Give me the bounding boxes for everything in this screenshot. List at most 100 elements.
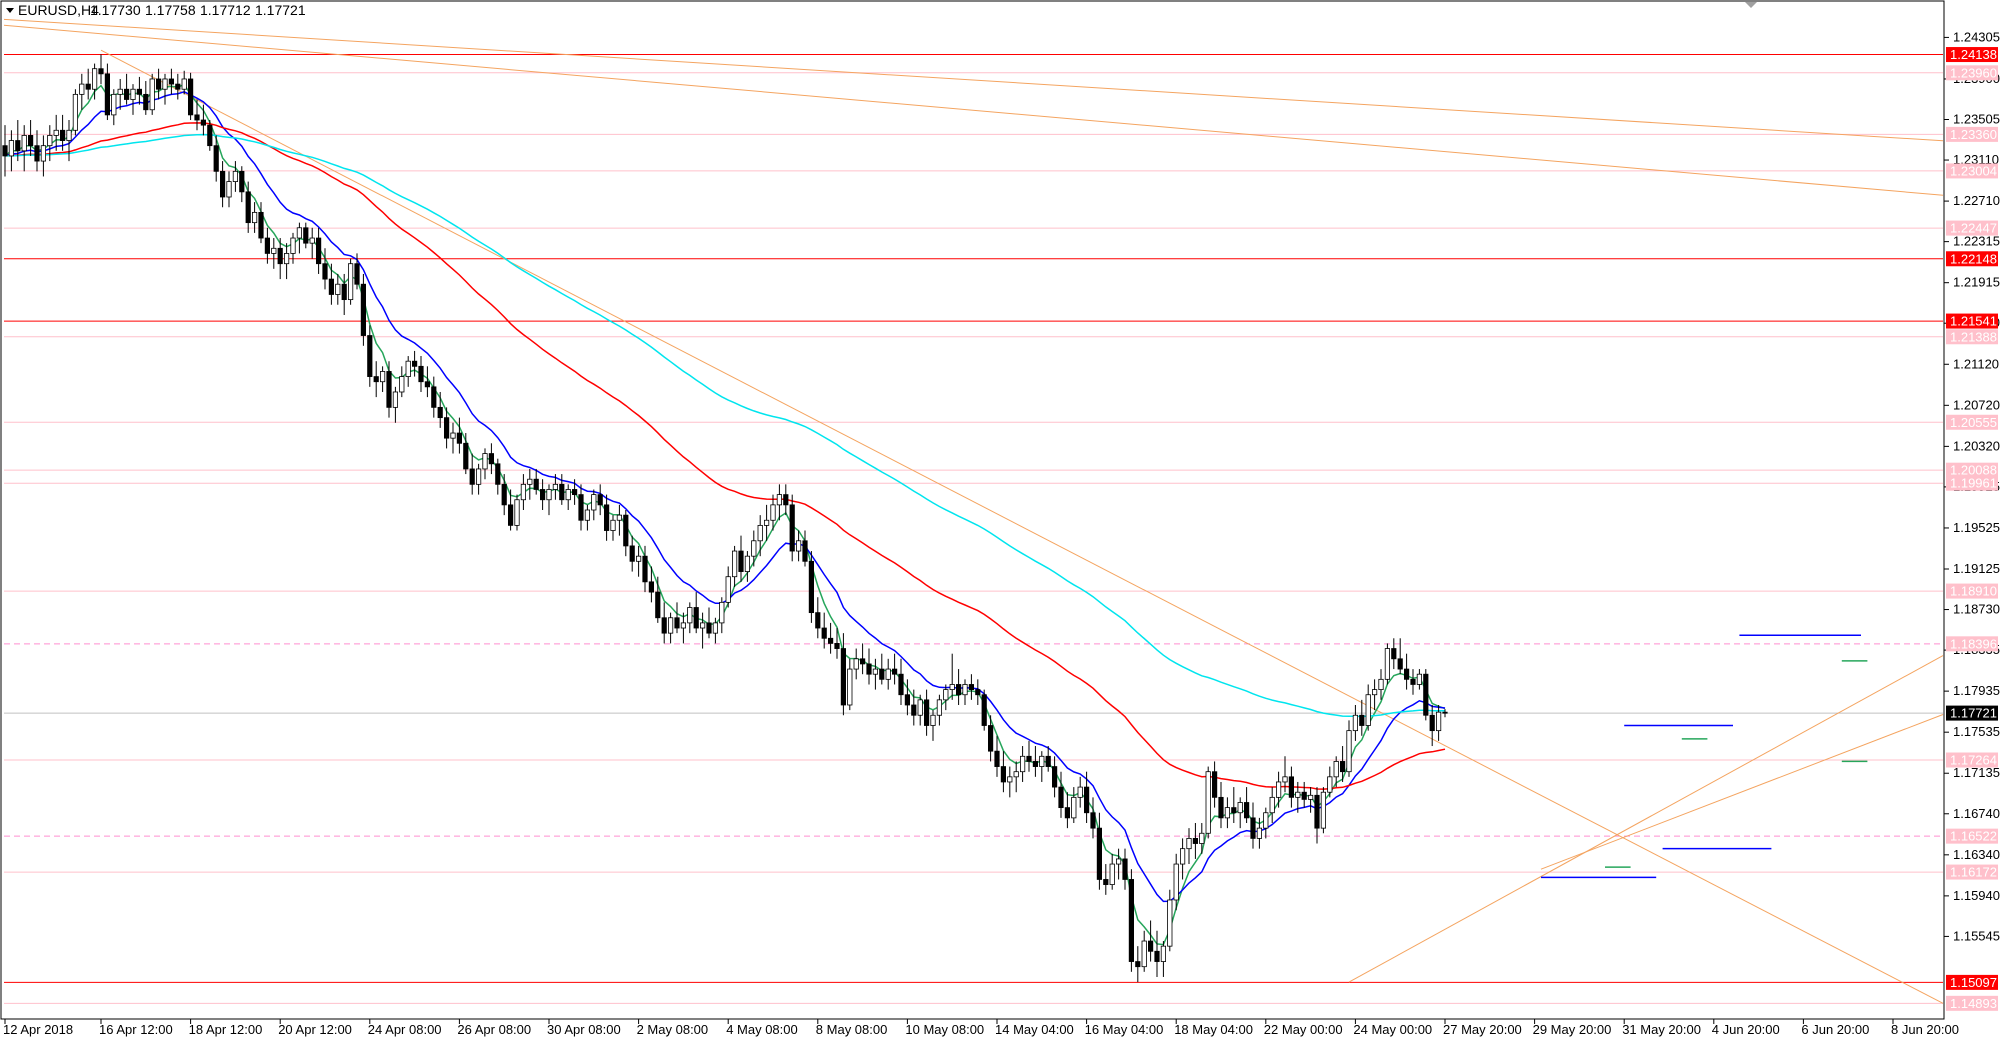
candle-body	[847, 668, 853, 706]
candle-body	[1314, 794, 1320, 829]
candle-body	[1173, 863, 1179, 901]
candle-body	[968, 684, 975, 690]
price-tags: 1.24138 1.23960 1.23360 1.23004 1.22447 1.221…	[1946, 47, 1998, 1011]
candle-body	[98, 68, 104, 75]
candle-body	[1250, 817, 1256, 839]
candle-body	[155, 78, 162, 90]
candle-body	[661, 617, 667, 634]
candle-body	[2, 145, 8, 157]
level-price-tag: 1.23960	[1950, 65, 1997, 80]
candle-body	[988, 725, 994, 752]
candle-body	[1218, 796, 1224, 819]
candle-body	[872, 668, 879, 675]
candle-body	[610, 519, 616, 531]
candle-body	[1224, 807, 1230, 819]
candle-body	[917, 699, 923, 716]
time-tick-label: 12 Apr 2018	[3, 1022, 73, 1037]
shift-marker-icon[interactable]	[1745, 2, 1757, 8]
candle-body	[482, 453, 488, 470]
candle-body	[725, 576, 731, 603]
time-tick-label: 8 Jun 20:00	[1891, 1022, 1959, 1037]
candle-body	[636, 555, 642, 562]
level-price-tag-bg	[1946, 313, 1998, 329]
candle-body	[559, 483, 565, 501]
candle-body	[149, 78, 155, 111]
time-tick-label: 20 Apr 12:00	[278, 1022, 352, 1037]
candle-body	[1397, 658, 1403, 670]
candle-body	[1096, 827, 1102, 880]
time-tick-label: 16 May 04:00	[1085, 1022, 1164, 1037]
level-price-tag-bg	[1946, 251, 1998, 267]
candle-body	[540, 489, 546, 501]
candle-body	[655, 591, 661, 619]
candle-body	[34, 145, 40, 162]
level-price-tag: 1.18910	[1950, 584, 1997, 599]
price-tick-label: 1.22315	[1953, 234, 2000, 249]
candle-body	[1045, 755, 1051, 767]
candle-body	[386, 371, 392, 408]
level-price-tag: 1.16522	[1950, 829, 1997, 844]
candle-body	[719, 601, 725, 624]
candle-body	[1007, 776, 1013, 783]
candle-body	[687, 607, 693, 624]
candle-body	[648, 581, 655, 593]
candle-body	[296, 227, 303, 239]
candle-body	[808, 560, 815, 614]
candle-body	[520, 483, 527, 501]
candle-body	[712, 622, 719, 634]
candle-body	[79, 83, 85, 95]
level-price-tag: 1.24138	[1950, 47, 1997, 62]
dropdown-triangle-icon[interactable]	[6, 8, 14, 13]
candle-body	[1327, 776, 1333, 793]
time-tick-label: 24 May 00:00	[1353, 1022, 1432, 1037]
candle-body	[475, 468, 482, 485]
candle-body	[552, 483, 559, 490]
level-price-tag: 1.20555	[1950, 415, 1997, 430]
price-tick-label: 1.20720	[1953, 397, 2000, 412]
candle-body	[898, 673, 904, 696]
candle-body	[892, 668, 898, 675]
candle-body	[124, 88, 130, 100]
time-tick-label: 29 May 20:00	[1533, 1022, 1612, 1037]
candle-body	[507, 504, 514, 526]
level-price-tag-bg	[1946, 995, 1998, 1011]
candle-body	[533, 478, 539, 490]
time-tick-label: 18 May 04:00	[1174, 1022, 1253, 1037]
candle-body	[956, 684, 962, 696]
candle-body	[367, 335, 373, 377]
level-price-tag-bg	[1946, 462, 1998, 478]
candle-body	[751, 540, 757, 557]
symbol-header: EURUSD,H4 1.17730 1.17758 1.17712 1.1772…	[6, 2, 306, 18]
candle-body	[565, 489, 571, 501]
candle-body	[975, 689, 981, 696]
price-tick-label: 1.17535	[1953, 724, 2000, 739]
candle-body	[764, 519, 770, 526]
candle-body	[194, 114, 200, 121]
candle-body	[796, 540, 802, 552]
candle-body	[911, 704, 917, 716]
candle-body	[1372, 689, 1378, 696]
trendline	[1540, 714, 1944, 870]
candle-body	[943, 689, 949, 701]
candle-body	[597, 494, 603, 506]
candle-body	[1032, 761, 1038, 767]
time-tick-label: 31 May 20:00	[1622, 1022, 1701, 1037]
candle-body	[379, 371, 386, 383]
candle-body	[1269, 796, 1275, 814]
level-price-tag-bg	[1946, 414, 1998, 430]
candle-body	[1404, 668, 1410, 680]
candle-body	[962, 684, 968, 696]
level-price-tag-bg	[1946, 163, 1998, 179]
candle-body	[226, 181, 232, 198]
candle-body	[546, 489, 552, 501]
candle-body	[181, 78, 187, 90]
candle-body	[1199, 832, 1205, 844]
candle-body	[162, 78, 168, 90]
candle-body	[1039, 755, 1045, 767]
candle-body	[1141, 940, 1147, 968]
candle-body	[1013, 771, 1019, 778]
candle-body	[1308, 794, 1314, 800]
candle-body	[264, 237, 271, 254]
candle-body	[706, 622, 712, 634]
candle-body	[8, 140, 14, 157]
